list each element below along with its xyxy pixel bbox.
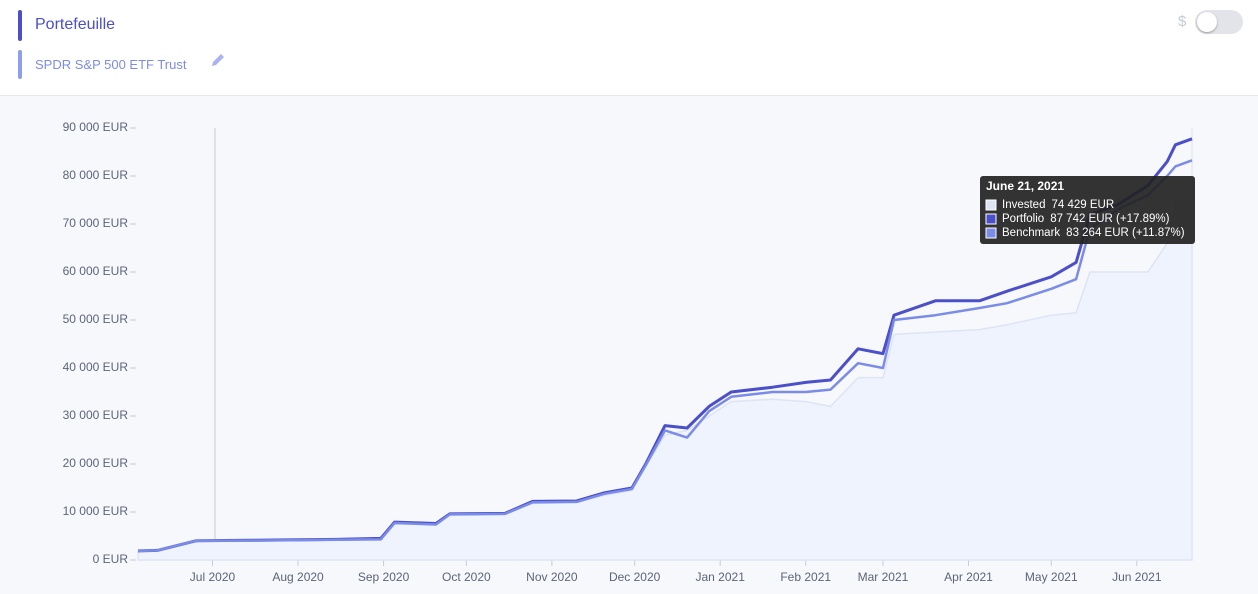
toggle[interactable] bbox=[1195, 10, 1243, 34]
tooltip-date: June 21, 2021 bbox=[986, 179, 1064, 193]
invested-area bbox=[137, 201, 1193, 561]
title-bar bbox=[18, 10, 22, 41]
y-tick-label: 80 000 EUR bbox=[63, 168, 129, 182]
tooltip: June 21, 2021 Invested 74 429 EUR Portfolio… bbox=[980, 176, 1195, 244]
tooltip-series-name: Portfolio bbox=[1002, 213, 1044, 225]
x-tick-label: Nov 2020 bbox=[526, 570, 578, 584]
tooltip-row: Invested 74 429 EUR bbox=[1002, 199, 1114, 211]
currency: $ bbox=[1178, 13, 1187, 30]
x-tick-label: Jun 2021 bbox=[1112, 570, 1162, 584]
tooltip-box bbox=[980, 176, 1195, 244]
y-tick-label: 90 000 EUR bbox=[63, 120, 129, 134]
y-tick-label: 20 000 EUR bbox=[63, 456, 129, 470]
chart: 0 EUR 10 000 EUR 20 000 EUR 30 000 EUR 40 00… bbox=[0, 96, 1258, 594]
y-tick-label: 30 000 EUR bbox=[63, 408, 129, 422]
benchmark[interactable]: SPDR S&P 500 ETF Trust bbox=[35, 57, 187, 72]
header: Portefeuille SPDR S&P 500 ETF Trust $ bbox=[0, 0, 1258, 96]
tooltip-swatch bbox=[985, 213, 997, 225]
x-tick-label: Jan 2021 bbox=[695, 570, 745, 584]
y-tick-label: 0 EUR bbox=[93, 552, 129, 566]
title[interactable]: Portefeuille bbox=[35, 16, 116, 33]
tooltip-row: Portfolio 87 742 EUR (+17.89%) bbox=[1002, 213, 1170, 225]
x-tick-label: Aug 2020 bbox=[272, 570, 324, 584]
tooltip-value: 74 429 EUR bbox=[1051, 199, 1114, 211]
y-tick-label: 70 000 EUR bbox=[63, 216, 129, 230]
y-tick-label: 40 000 EUR bbox=[63, 360, 129, 374]
toggle-knob bbox=[1197, 12, 1217, 32]
tooltip-swatch bbox=[985, 199, 997, 211]
x-tick-label: Apr 2021 bbox=[944, 570, 993, 584]
series-line bbox=[137, 159, 1193, 553]
x-tick-label: Jul 2020 bbox=[190, 570, 236, 584]
y-tick-label: 50 000 EUR bbox=[63, 312, 129, 326]
x-tick-label: Mar 2021 bbox=[858, 570, 909, 584]
tooltip-series-name: Invested bbox=[1002, 199, 1045, 211]
tooltip-swatch bbox=[985, 227, 997, 239]
x-tick-label: Feb 2021 bbox=[780, 570, 831, 584]
x-tick-label: May 2021 bbox=[1025, 570, 1078, 584]
tooltip-value: 87 742 EUR (+17.89%) bbox=[1050, 213, 1169, 225]
edit-icon[interactable] bbox=[210, 52, 226, 68]
x-tick-label: Oct 2020 bbox=[442, 570, 491, 584]
tooltip-row: Benchmark 83 264 EUR (+11.87%) bbox=[1002, 227, 1185, 239]
benchmark-bar bbox=[18, 50, 22, 79]
x-tick-label: Sep 2020 bbox=[358, 570, 410, 584]
y-tick-label: 10 000 EUR bbox=[63, 504, 129, 518]
tooltip-series-name: Benchmark bbox=[1002, 227, 1060, 239]
tooltip-value: 83 264 EUR (+11.87%) bbox=[1066, 227, 1185, 239]
y-tick-label: 60 000 EUR bbox=[63, 264, 129, 278]
x-tick-label: Dec 2020 bbox=[609, 570, 661, 584]
